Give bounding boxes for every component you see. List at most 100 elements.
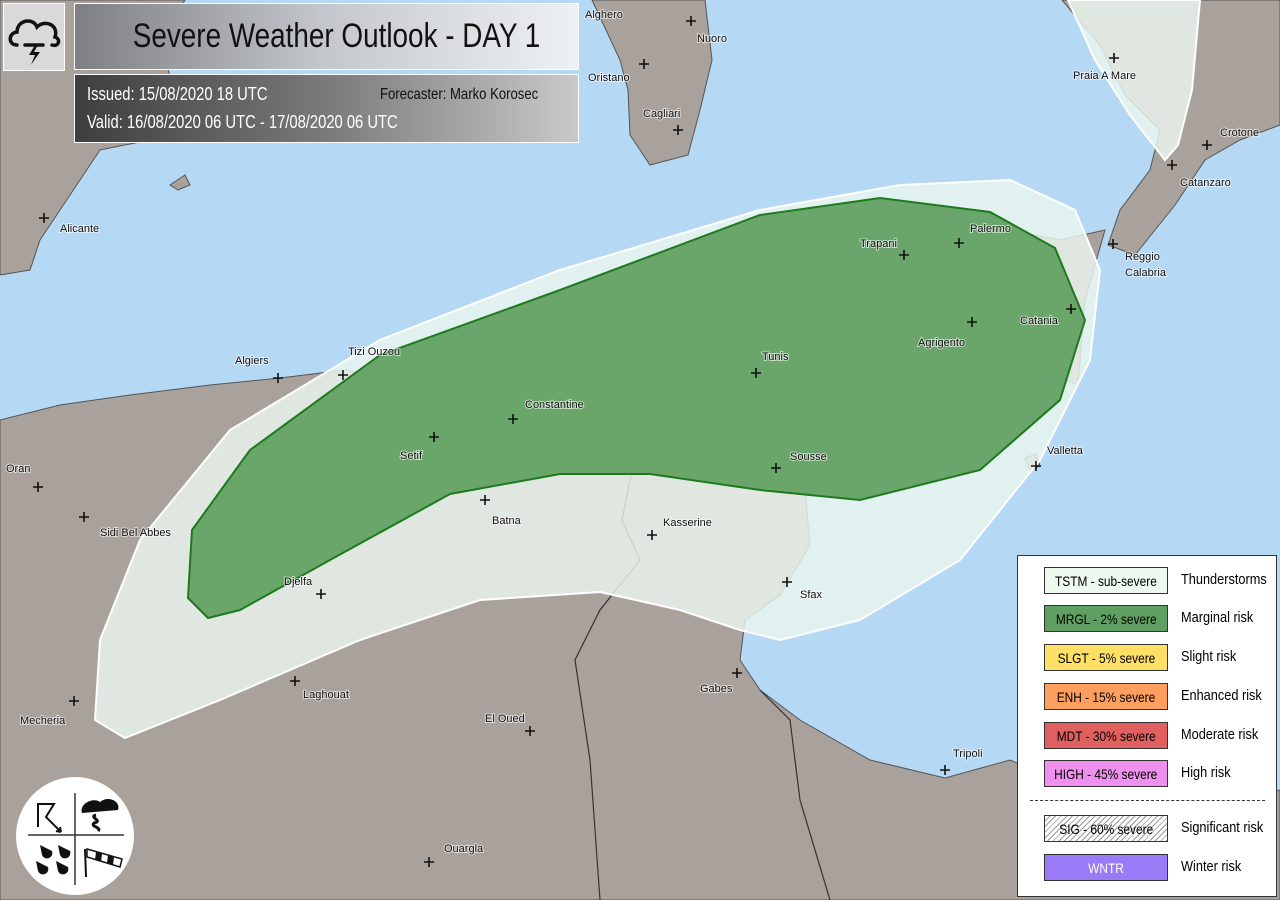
city-label: Nuoro <box>697 33 727 45</box>
city-marker-icon <box>1202 140 1212 150</box>
city-alicante: Alicante <box>39 213 100 236</box>
city-label: Agrigento <box>918 337 965 349</box>
city-marker-icon <box>967 317 977 327</box>
tstm-area-calabria <box>1066 0 1202 162</box>
city-oristano: Oristano <box>587 59 649 85</box>
city-catanzaro: Catanzaro <box>1167 160 1232 190</box>
emblem-logo <box>16 777 134 895</box>
city-marker-icon <box>33 482 43 492</box>
city-constantine: Constantine <box>508 398 585 424</box>
city-label: Sousse <box>790 451 827 463</box>
city-label: Laghouat <box>303 689 349 701</box>
city-gabes: Gabes <box>699 668 742 696</box>
city-marker-icon <box>39 213 49 223</box>
city-marker-icon <box>782 577 792 587</box>
city-label: Trapani <box>860 238 897 250</box>
legend-label: Enhanced risk <box>1181 687 1262 704</box>
city-laghouat: Laghouat <box>290 676 350 702</box>
city-mecheria: Mecheria <box>19 696 79 728</box>
city-label: Ouargla <box>444 843 484 855</box>
lightning-bolt-icon <box>37 803 62 833</box>
balearic-island <box>169 174 191 191</box>
issued-text: Issued: 15/08/2020 18 UTC <box>87 84 268 104</box>
city-label: Tunis <box>762 351 789 363</box>
legend-label: Marginal risk <box>1181 609 1254 626</box>
city-label: Mecheria <box>20 715 66 727</box>
city-label: Tizi Ouzou <box>348 346 400 358</box>
city-label: Praia A Mare <box>1073 70 1136 82</box>
city-marker-icon <box>647 530 657 540</box>
city-markers: Alghero Nuoro Oristano Cagliari Alicante Algi… <box>5 8 1260 867</box>
city-marker-icon <box>771 463 781 473</box>
city-marker-icon <box>424 857 434 867</box>
city-sidi-bel-abbes: Sidi Bel Abbes <box>79 512 172 540</box>
info-banner: Issued: 15/08/2020 18 UTC Forecaster: Ma… <box>74 74 579 143</box>
legend-swatch: MRGL - 2% severe <box>1044 605 1168 632</box>
city-label: Constantine <box>525 399 584 411</box>
city-label: Algiers <box>235 355 269 367</box>
city-marker-icon <box>429 432 439 442</box>
city-marker-icon <box>1109 53 1119 63</box>
city-tizi-ouzou: Tizi Ouzou <box>338 345 401 380</box>
legend-label: Winter risk <box>1181 858 1242 875</box>
city-marker-icon <box>686 16 696 26</box>
city-label: Calabria <box>1125 267 1167 279</box>
legend-label: High risk <box>1181 764 1231 781</box>
legend-label: Thunderstorms <box>1181 571 1267 588</box>
city-marker-icon <box>480 495 490 505</box>
legend-swatch: SLGT - 5% severe <box>1044 644 1168 671</box>
windsock-icon <box>84 848 123 878</box>
city-label: Kasserine <box>663 517 712 529</box>
hail-rain-icon <box>36 845 71 875</box>
city-label: Catanzaro <box>1180 177 1231 189</box>
city-kasserine: Kasserine <box>647 516 713 540</box>
city-marker-icon <box>751 368 761 378</box>
city-label: Sidi Bel Abbes <box>100 527 171 539</box>
city-marker-icon <box>508 414 518 424</box>
thunderstorm-cloud-icon <box>8 19 61 65</box>
city-sfax: Sfax <box>782 577 824 602</box>
city-djelfa: Djelfa <box>283 575 326 599</box>
city-tunis: Tunis <box>751 350 790 378</box>
city-cagliari: Cagliari <box>642 107 683 135</box>
city-marker-icon <box>673 125 683 135</box>
city-trapani: Trapani <box>859 237 909 260</box>
city-label: Oristano <box>588 72 630 84</box>
city-label: Tripoli <box>953 748 983 760</box>
mrgl-area <box>186 196 1087 620</box>
city-marker-icon <box>1031 461 1041 471</box>
sardinia-land <box>591 0 713 166</box>
city-setif: Setif <box>399 432 439 463</box>
city-crotone: Crotone <box>1202 126 1260 150</box>
city-label: Djelfa <box>284 576 313 588</box>
city-label: Crotone <box>1220 127 1259 139</box>
city-label: Oran <box>6 463 30 475</box>
legend-label: Moderate risk <box>1181 726 1259 743</box>
legend-swatch: HIGH - 45% severe <box>1044 760 1168 787</box>
city-alghero: Alghero <box>584 8 624 22</box>
city-label: Palermo <box>970 223 1011 235</box>
city-label: Cagliari <box>643 108 680 120</box>
valid-text: Valid: 16/08/2020 06 UTC - 17/08/2020 06… <box>87 112 398 132</box>
legend-swatch: TSTM - sub-severe <box>1044 567 1168 594</box>
city-label: Reggio <box>1125 251 1160 263</box>
city-marker-icon <box>732 668 742 678</box>
legend-swatch: SIG - 60% severe <box>1044 815 1168 842</box>
city-marker-icon <box>79 512 89 522</box>
city-marker-icon <box>1108 239 1118 249</box>
city-marker-icon <box>273 373 283 383</box>
city-marker-icon <box>338 370 348 380</box>
city-label: Alicante <box>60 223 99 235</box>
city-label: Batna <box>492 515 522 527</box>
legend-label: Slight risk <box>1181 648 1237 665</box>
logo <box>3 3 65 71</box>
legend: TSTM - sub-severe Thunderstorms MRGL - 2… <box>1017 555 1277 897</box>
legend-swatch: WNTR <box>1044 854 1168 881</box>
city-label: Valletta <box>1047 445 1084 457</box>
city-marker-icon <box>899 250 909 260</box>
legend-label: Significant risk <box>1181 819 1264 836</box>
city-label: Sfax <box>800 589 823 601</box>
city-nuoro: Nuoro <box>686 16 728 46</box>
city-praia-a-mare: Praia A Mare <box>1072 53 1137 83</box>
